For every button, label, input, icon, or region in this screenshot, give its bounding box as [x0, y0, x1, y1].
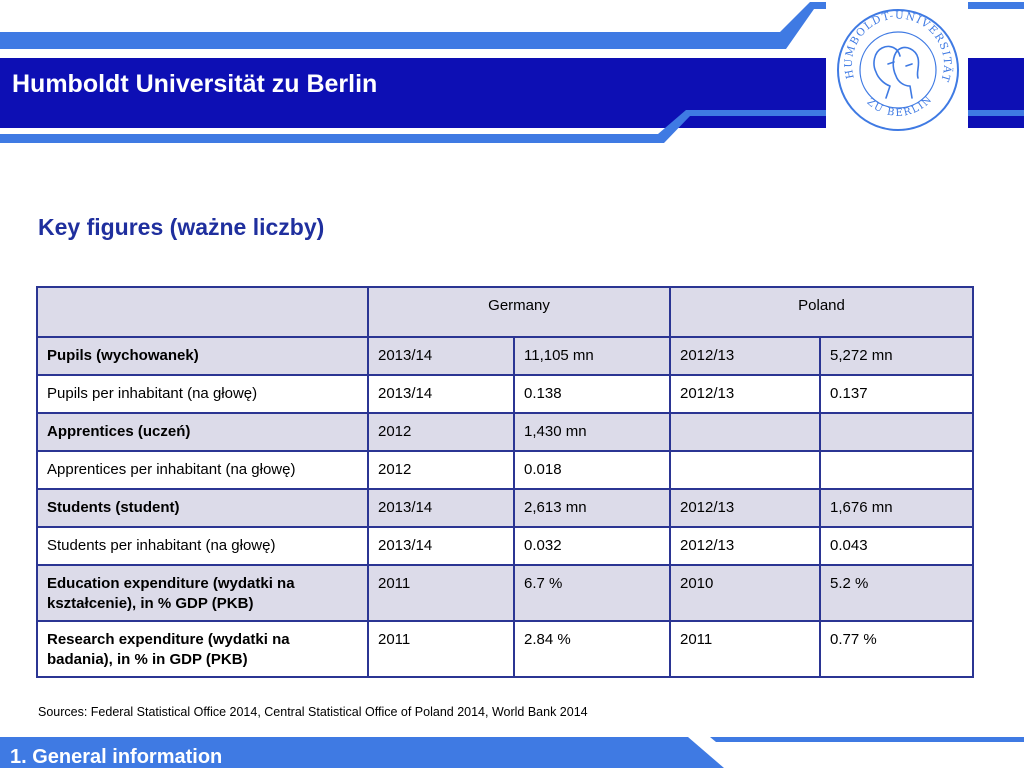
footer-banner [0, 737, 1024, 768]
university-seal-icon: HUMBOLDT-UNIVERSITÄT ZU BERLIN [837, 9, 959, 131]
row-label: Students per inhabitant (na głowę) [36, 526, 369, 566]
germany-value: 2,613 mn [513, 488, 671, 528]
key-figures-table: Germany Poland Pupils (wychowanek) 2013/… [36, 286, 974, 678]
row-label: Apprentices per inhabitant (na głowę) [36, 450, 369, 490]
table-row: Apprentices per inhabitant (na głowę) 20… [36, 450, 974, 490]
row-label: Research expenditure (wydatki na badania… [36, 620, 369, 678]
row-label: Pupils per inhabitant (na głowę) [36, 374, 369, 414]
germany-value: 1,430 mn [513, 412, 671, 452]
germany-year: 2012 [367, 412, 515, 452]
poland-value: 0.77 % [819, 620, 974, 678]
poland-value: 5.2 % [819, 564, 974, 622]
germany-value: 0.138 [513, 374, 671, 414]
poland-year: 2012/13 [669, 374, 821, 414]
table-row: Education expenditure (wydatki na kształ… [36, 564, 974, 622]
germany-year: 2011 [367, 564, 515, 622]
poland-year: 2012/13 [669, 526, 821, 566]
table-row: Pupils (wychowanek) 2013/14 11,105 mn 20… [36, 336, 974, 376]
footer-side-stripe [710, 737, 1024, 742]
poland-value [819, 412, 974, 452]
germany-value: 11,105 mn [513, 336, 671, 376]
germany-year: 2013/14 [367, 488, 515, 528]
header-top-stripe [0, 2, 1024, 49]
germany-year: 2012 [367, 450, 515, 490]
poland-year: 2012/13 [669, 336, 821, 376]
germany-value: 6.7 % [513, 564, 671, 622]
poland-value [819, 450, 974, 490]
germany-year: 2013/14 [367, 336, 515, 376]
poland-year: 2011 [669, 620, 821, 678]
header-bottom-stripe [0, 110, 1024, 143]
poland-year [669, 450, 821, 490]
table-header-row: Germany Poland [36, 286, 974, 338]
row-label: Education expenditure (wydatki na kształ… [36, 564, 369, 622]
poland-value: 5,272 mn [819, 336, 974, 376]
germany-value: 2.84 % [513, 620, 671, 678]
poland-year: 2012/13 [669, 488, 821, 528]
university-title: Humboldt Universität zu Berlin [12, 70, 378, 98]
poland-value: 0.137 [819, 374, 974, 414]
header-poland: Poland [669, 286, 974, 338]
row-label: Pupils (wychowanek) [36, 336, 369, 376]
row-label: Students (student) [36, 488, 369, 528]
germany-year: 2013/14 [367, 374, 515, 414]
poland-value: 1,676 mn [819, 488, 974, 528]
sources-note: Sources: Federal Statistical Office 2014… [38, 705, 588, 719]
poland-year: 2010 [669, 564, 821, 622]
table-row: Students (student) 2013/14 2,613 mn 2012… [36, 488, 974, 528]
germany-year: 2013/14 [367, 526, 515, 566]
slide-heading: Key figures (ważne liczby) [38, 214, 325, 240]
poland-value: 0.043 [819, 526, 974, 566]
row-label: Apprentices (uczeń) [36, 412, 369, 452]
table-row: Pupils per inhabitant (na głowę) 2013/14… [36, 374, 974, 414]
germany-value: 0.018 [513, 450, 671, 490]
germany-year: 2011 [367, 620, 515, 678]
table-row: Students per inhabitant (na głowę) 2013/… [36, 526, 974, 566]
germany-value: 0.032 [513, 526, 671, 566]
header-germany: Germany [367, 286, 671, 338]
header-blank-cell [36, 286, 369, 338]
poland-year [669, 412, 821, 452]
table-row: Research expenditure (wydatki na badania… [36, 620, 974, 678]
seal-portraits-icon [873, 45, 920, 99]
footer-band [0, 737, 724, 768]
table-row: Apprentices (uczeń) 2012 1,430 mn [36, 412, 974, 452]
footer-section-label: 1. General information [10, 746, 223, 768]
